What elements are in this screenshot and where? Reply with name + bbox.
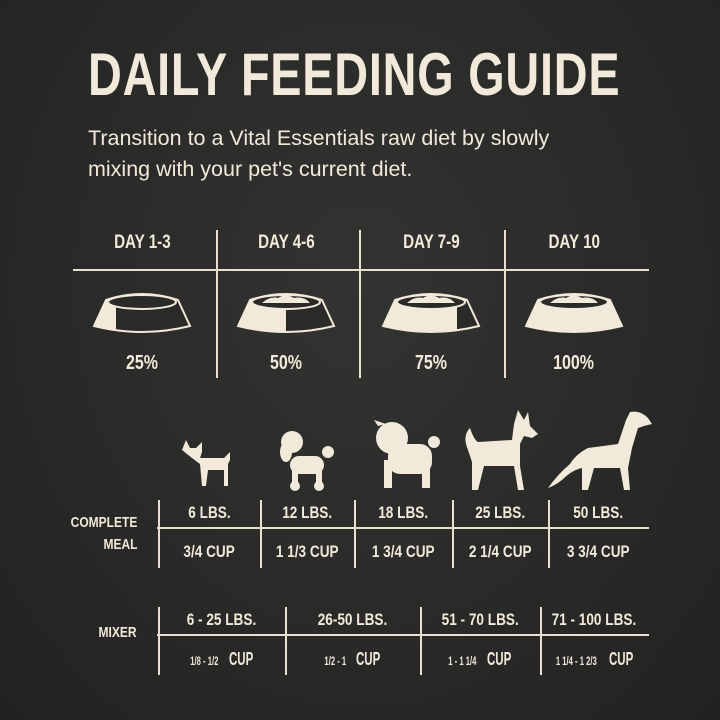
weight-cell: 12 LBS. <box>282 503 332 522</box>
divider <box>420 607 422 675</box>
weight-cell: 6 - 25 LBS. <box>186 610 257 629</box>
divider <box>158 500 160 568</box>
amount-cell: 1/2 - 1 CUP <box>324 649 381 669</box>
divider <box>285 607 287 675</box>
amount-cell: 1 1/4 - 1 2/3 CUP <box>556 649 634 669</box>
subtitle-line-2: mixing with your pet's current diet. <box>88 157 413 181</box>
day-label: DAY 7-9 <box>402 232 460 253</box>
subtitle-line-1: Transition to a Vital Essentials raw die… <box>88 126 550 150</box>
divider <box>73 269 649 271</box>
percent-label: 25% <box>125 352 159 374</box>
dog-bowl-icon <box>92 293 192 333</box>
amount-cell: 1 3/4 CUP <box>371 542 435 561</box>
weight-cell: 50 LBS. <box>573 503 623 522</box>
chihuahua-icon <box>182 440 230 486</box>
amount-cell: 1 - 1 1/4 CUP <box>448 649 512 669</box>
dog-silhouettes <box>182 410 652 491</box>
amount-cell: 3/4 CUP <box>183 542 235 561</box>
amount-cell: 1 1/3 CUP <box>275 542 339 561</box>
husky-icon <box>465 410 538 490</box>
divider <box>157 527 649 529</box>
divider <box>354 500 356 568</box>
weight-cell: 51 - 70 LBS. <box>441 610 519 629</box>
divider <box>157 634 649 636</box>
dog-bowl-icon <box>236 293 336 333</box>
amount-cell: 2 1/4 CUP <box>468 542 532 561</box>
day-label: DAY 10 <box>548 232 600 253</box>
divider <box>216 230 218 378</box>
dog-bowl-icon <box>524 293 624 333</box>
percent-label: 100% <box>553 352 595 374</box>
percent-label: 75% <box>414 352 448 374</box>
retriever-icon <box>548 411 652 490</box>
divider <box>260 500 262 568</box>
day-label: DAY 1-3 <box>113 232 171 253</box>
poodle-icon <box>280 431 334 491</box>
amount-cell: 1/8 - 1/2 CUP <box>190 649 254 669</box>
percent-label: 50% <box>269 352 303 374</box>
page-title: DAILY FEEDING GUIDE <box>88 41 621 108</box>
divider <box>504 230 506 378</box>
weight-cell: 25 LBS. <box>475 503 525 522</box>
mixer-label: MIXER <box>98 624 137 641</box>
divider <box>548 500 550 568</box>
weight-cell: 18 LBS. <box>378 503 428 522</box>
divider <box>158 607 160 675</box>
weight-cell: 26-50 LBS. <box>317 610 388 629</box>
pug-icon <box>374 420 440 488</box>
divider <box>540 607 542 675</box>
day-label: DAY 4-6 <box>257 232 315 253</box>
divider <box>452 500 454 568</box>
complete-meal-label: COMPLETE MEAL <box>70 514 137 553</box>
amount-cell: 3 3/4 CUP <box>566 542 630 561</box>
weight-cell: 6 LBS. <box>187 503 231 522</box>
dog-bowl-icon <box>381 293 481 333</box>
weight-cell: 71 - 100 LBS. <box>551 610 637 629</box>
divider <box>359 230 361 378</box>
